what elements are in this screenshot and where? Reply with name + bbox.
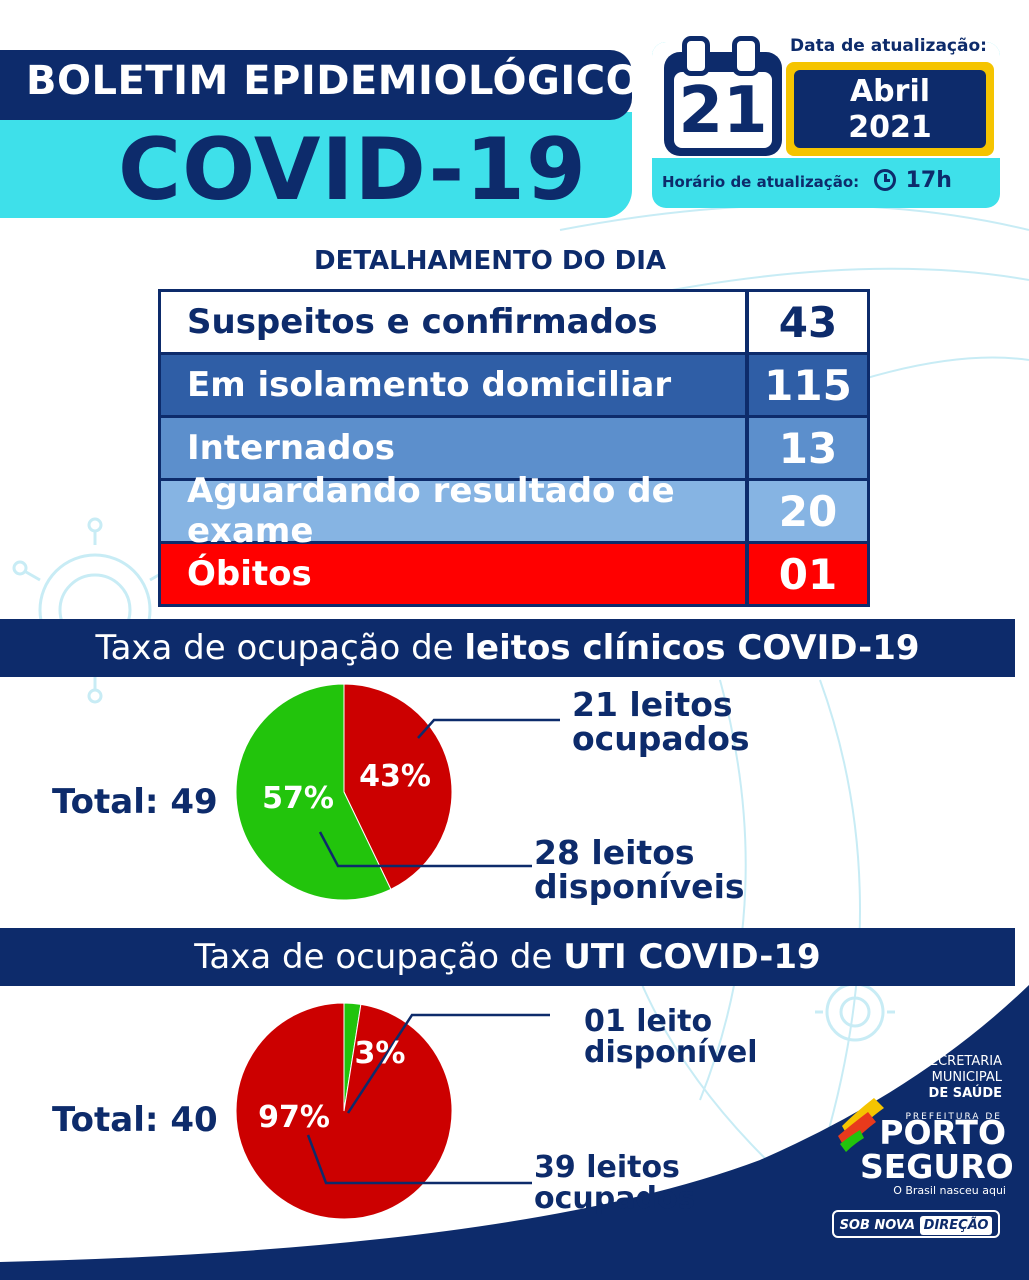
- icu-available-label-line2: disponível: [584, 1035, 758, 1070]
- clinical-available-label-line2: disponíveis: [534, 867, 745, 906]
- icu-banner-prefix: Taxa de ocupação de: [194, 937, 553, 977]
- detail-row-label: Aguardando resultado de exame: [161, 471, 745, 551]
- icu-total: Total: 40: [52, 1100, 218, 1140]
- logo-city-line1: PORTO: [879, 1113, 1006, 1152]
- icu-occupied-label-line1: 39 leitos: [534, 1150, 680, 1185]
- leader-line: [417, 718, 560, 739]
- detail-table: Suspeitos e confirmados 43 Em isolamento d…: [158, 289, 870, 607]
- icu-available-label: 01 leito disponível: [584, 1006, 758, 1068]
- detail-row: Óbitos 01: [161, 544, 867, 604]
- secretaria-line1: SECRETARIA: [921, 1054, 1002, 1069]
- pie-slice: [343, 683, 453, 890]
- icu-available-label-line1: 01 leito: [584, 1004, 713, 1039]
- secretaria-line3: DE SAÚDE: [928, 1086, 1002, 1101]
- detail-title: DETALHAMENTO DO DIA: [313, 246, 667, 276]
- pie-slice: [235, 683, 392, 901]
- detail-row-value: 01: [749, 544, 867, 604]
- detail-row-label: Óbitos: [161, 544, 745, 604]
- icu-available-pct: 3%: [355, 1036, 406, 1071]
- detail-row-value: 13: [749, 418, 867, 478]
- flag-logo-icon: [838, 1098, 884, 1152]
- footer-shape: [0, 985, 1029, 1280]
- update-time-row: Horário de atualização: 17h: [662, 168, 992, 193]
- detail-row-value: 20: [749, 481, 867, 541]
- clock-icon: [874, 169, 897, 191]
- badge-part2: DIREÇÃO: [919, 1216, 993, 1235]
- badge-part1: SOB NOVA: [839, 1218, 916, 1233]
- clinical-available-label-line1: 28 leitos: [534, 833, 695, 872]
- clinical-banner: Taxa de ocupação de leitos clínicos COVI…: [0, 619, 1015, 677]
- secretaria-text: SECRETARIA MUNICIPAL DE SAÚDE: [880, 1054, 1002, 1102]
- leader-line: [318, 831, 532, 868]
- calendar-ring-icon: [732, 36, 760, 76]
- update-time: 17h: [905, 168, 952, 193]
- clinical-occupied-label-line1: 21 leitos: [572, 685, 733, 724]
- update-date-label: Data de atualização:: [790, 36, 987, 56]
- detail-row-label: Internados: [161, 418, 745, 478]
- logo-city-line2: SEGURO: [860, 1147, 1014, 1186]
- update-year: 2021: [848, 110, 932, 145]
- update-day: 21: [678, 74, 768, 148]
- month-panel: [794, 70, 986, 148]
- detail-row: Em isolamento domiciliar 115: [161, 355, 867, 415]
- detail-row: Suspeitos e confirmados 43: [161, 292, 867, 352]
- icu-pie-chart: 3% 97%: [235, 1002, 550, 1220]
- header-title: BOLETIM EPIDEMIOLÓGICO: [26, 58, 641, 104]
- detail-row-label: Suspeitos e confirmados: [161, 292, 745, 352]
- detail-row-value: 115: [749, 355, 867, 415]
- icu-occupied-label-line2: ocupados: [534, 1181, 696, 1216]
- icu-banner: Taxa de ocupação de UTI COVID-19: [0, 928, 1015, 986]
- clinical-banner-prefix: Taxa de ocupação de: [95, 628, 454, 668]
- icu-occupied-pct: 97%: [258, 1100, 330, 1135]
- detail-row: Internados 13: [161, 418, 867, 478]
- sob-nova-direcao-badge: SOB NOVA DIREÇÃO: [832, 1210, 1000, 1238]
- clinical-occupied-label: 21 leitos ocupados: [572, 688, 750, 756]
- calendar-page: [674, 72, 772, 148]
- update-time-label: Horário de atualização:: [662, 173, 860, 191]
- icu-banner-bold: UTI COVID-19: [563, 937, 821, 977]
- clinical-available-label: 28 leitos disponíveis: [534, 836, 745, 904]
- clinical-pie-chart: 43% 57%: [235, 683, 560, 901]
- icu-occupied-label: 39 leitos ocupados: [534, 1152, 695, 1214]
- leader-line: [306, 1134, 532, 1185]
- update-month-year: Abril 2021: [794, 74, 986, 146]
- clinical-total: Total: 49: [52, 782, 218, 822]
- logo-city: PORTO SEGURO: [860, 1113, 1014, 1186]
- clinical-occupied-pct: 43%: [359, 759, 431, 794]
- header-subtitle: COVID-19: [118, 120, 587, 220]
- detail-row: Aguardando resultado de exame 20: [161, 471, 867, 551]
- header-dark-band: [0, 50, 632, 120]
- detail-row-value: 43: [749, 292, 867, 352]
- logo-prefeitura: PREFEITURA DE: [905, 1112, 1002, 1122]
- clinical-occupied-label-line2: ocupados: [572, 719, 750, 758]
- update-month: Abril: [849, 74, 931, 109]
- pie-slice: [235, 1002, 453, 1220]
- calendar-ring-icon: [682, 36, 710, 76]
- logo-tagline: O Brasil nasceu aqui: [893, 1184, 1006, 1197]
- leader-line: [346, 1013, 550, 1114]
- clinical-available-pct: 57%: [262, 781, 334, 816]
- secretaria-line2: MUNICIPAL: [931, 1070, 1002, 1085]
- detail-row-label: Em isolamento domiciliar: [161, 355, 745, 415]
- header-cyan-band: [0, 112, 632, 218]
- clinical-banner-bold: leitos clínicos COVID-19: [464, 628, 920, 668]
